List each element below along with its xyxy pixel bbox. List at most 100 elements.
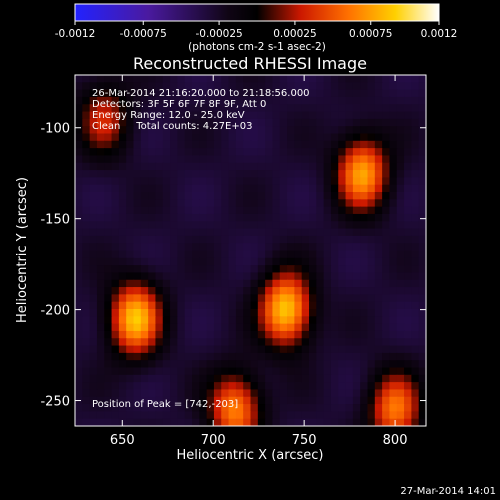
heatmap-cell <box>294 235 303 244</box>
heatmap-cell <box>111 206 120 215</box>
heatmap-cell <box>243 396 252 405</box>
heatmap-cell <box>265 272 274 281</box>
heatmap-cell <box>199 162 208 171</box>
heatmap-cell <box>235 396 244 405</box>
heatmap-cell <box>192 396 200 405</box>
heatmap-cell <box>213 89 222 98</box>
heatmap-cell <box>265 133 274 142</box>
heatmap-cell <box>250 126 259 135</box>
heatmap-cell <box>345 82 354 91</box>
heatmap-cell <box>148 265 157 274</box>
heatmap-cell <box>279 75 288 83</box>
heatmap-cell <box>170 374 178 383</box>
heatmap-cell <box>111 228 120 237</box>
heatmap-cell <box>96 279 105 288</box>
heatmap-cell <box>272 199 281 208</box>
heatmap-cell <box>279 418 288 426</box>
heatmap-cell <box>323 345 332 354</box>
heatmap-cell <box>221 418 230 426</box>
heatmap-cell <box>257 155 266 164</box>
heatmap-cell <box>75 148 83 157</box>
heatmap-cell <box>96 118 105 127</box>
heatmap-cell <box>250 243 259 252</box>
heatmap-cell <box>140 213 149 222</box>
heatmap-cell <box>360 404 369 412</box>
heatmap-cell <box>184 301 193 310</box>
heatmap-cell <box>374 396 383 405</box>
heatmap-cell <box>250 360 259 369</box>
heatmap-cell <box>206 162 215 171</box>
heatmap-cell <box>177 382 186 391</box>
heatmap-cell <box>396 345 405 354</box>
heatmap-cell <box>301 96 310 105</box>
heatmap-cell <box>389 396 398 405</box>
heatmap-cell <box>126 228 135 237</box>
heatmap-cell <box>287 257 295 266</box>
heatmap-cell <box>126 294 135 303</box>
heatmap-cell <box>257 411 266 420</box>
heatmap-cell <box>177 389 186 398</box>
heatmap-cell <box>118 265 127 274</box>
heatmap-cell <box>206 243 215 252</box>
heatmap-cell <box>352 177 361 186</box>
heatmap-cell <box>338 155 347 164</box>
heatmap-cell <box>411 323 420 332</box>
heatmap-cell <box>396 89 405 98</box>
heatmap-cell <box>338 221 347 230</box>
heatmap-cell <box>192 243 200 252</box>
heatmap-cell <box>235 301 244 310</box>
colorbar-bar <box>74 3 440 22</box>
heatmap-cell <box>257 389 266 398</box>
heatmap-cell <box>389 104 398 113</box>
heatmap-cell <box>133 272 142 281</box>
heatmap-cell <box>192 301 200 310</box>
heatmap-cell <box>301 338 310 347</box>
heatmap-cell <box>367 330 376 339</box>
heatmap-cell <box>279 396 288 405</box>
heatmap-cell <box>82 228 91 237</box>
heatmap-cell <box>162 184 171 193</box>
heatmap-cell <box>228 82 237 91</box>
heatmap-cell <box>279 287 288 295</box>
heatmap-cell <box>411 272 420 281</box>
x-tick-label: 700 <box>201 433 226 448</box>
heatmap-cell <box>382 228 391 237</box>
heatmap-cell <box>148 111 157 120</box>
heatmap-cell <box>411 184 420 193</box>
heatmap-cell <box>221 287 230 295</box>
heatmap-cell <box>396 192 405 200</box>
heatmap-cell <box>184 316 193 325</box>
heatmap-cell <box>111 374 120 383</box>
heatmap-cell <box>221 272 230 281</box>
colorbar-tick-label: 0.00025 <box>273 28 316 40</box>
heatmap-cell <box>111 279 120 288</box>
heatmap-cell <box>257 287 266 295</box>
heatmap-cell <box>352 148 361 157</box>
heatmap-cell <box>192 294 200 303</box>
heatmap-cell <box>316 177 325 186</box>
heatmap-cell <box>206 82 215 91</box>
heatmap-cell <box>360 352 369 361</box>
heatmap-cell <box>235 418 244 426</box>
heatmap-cell <box>243 345 252 354</box>
heatmap-cell <box>75 206 83 215</box>
heatmap-cell <box>250 301 259 310</box>
heatmap-cell <box>221 389 230 398</box>
heatmap-cell <box>309 382 317 391</box>
heatmap-cell <box>418 352 426 361</box>
heatmap-cell <box>228 184 237 193</box>
heatmap-cell <box>265 323 274 332</box>
heatmap-cell <box>287 170 295 178</box>
heatmap-cell <box>345 323 354 332</box>
heatmap-cell <box>316 257 325 266</box>
heatmap-cell <box>155 287 164 295</box>
heatmap-cell <box>367 287 376 295</box>
heatmap-cell <box>287 309 295 317</box>
heatmap-cell <box>250 294 259 303</box>
heatmap-cell <box>404 206 412 215</box>
colorbar-tick-label: 0.00075 <box>349 28 392 40</box>
heatmap-cell <box>126 148 135 157</box>
heatmap-cell <box>199 382 208 391</box>
heatmap-cell <box>404 301 412 310</box>
heatmap-cell <box>301 75 310 83</box>
